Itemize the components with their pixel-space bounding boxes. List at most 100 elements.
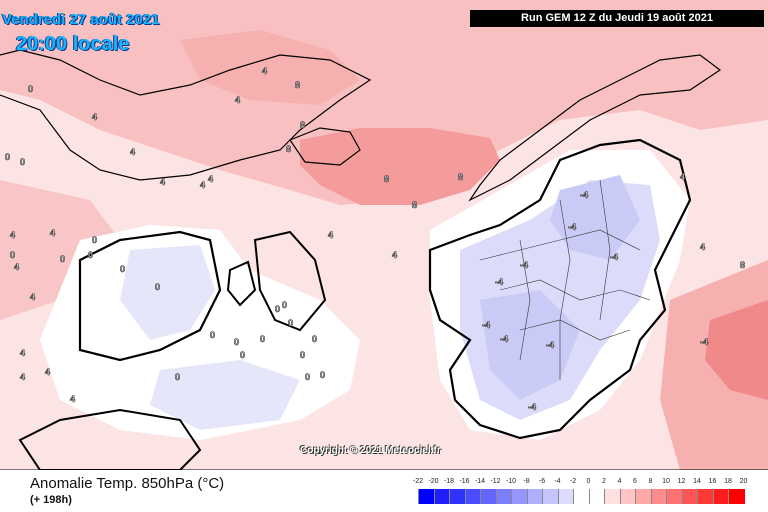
contour-value-label: -4 — [482, 320, 490, 330]
legend-swatch — [666, 489, 683, 504]
contour-value-label: 0 — [20, 157, 25, 167]
cool-zone-europe-core — [480, 175, 640, 400]
legend-swatch — [588, 489, 605, 504]
legend-label: 8 — [648, 478, 653, 485]
contour-value-label: 4 — [392, 250, 397, 260]
contour-value-label: 0 — [92, 235, 97, 245]
contour-value-label: 0 — [305, 372, 310, 382]
contour-value-label: -4 — [528, 402, 536, 412]
coastline-ireland — [226, 260, 257, 307]
contour-value-label: -4 — [546, 340, 554, 350]
legend-swatch — [480, 489, 497, 504]
contour-value-label: 8 — [412, 200, 417, 210]
legend-label: -14 — [474, 478, 486, 485]
legend-swatch — [464, 489, 481, 504]
legend-swatch — [526, 489, 543, 504]
contour-value-label: 0 — [320, 370, 325, 380]
contour-value-label: 0 — [10, 250, 15, 260]
contour-value-label: 4 — [160, 177, 165, 187]
legend-label: 16 — [708, 478, 717, 485]
coastline-british-isles — [253, 230, 327, 332]
contour-value-label: 0 — [175, 372, 180, 382]
contour-value-label: 4 — [328, 230, 333, 240]
legend-swatch — [712, 489, 729, 504]
contour-value-label: 4 — [30, 292, 35, 302]
legend-label: -10 — [505, 478, 517, 485]
warm-zone-core — [300, 128, 500, 205]
contour-value-label: 0 — [260, 334, 265, 344]
contour-value-label: 4 — [14, 262, 19, 272]
contour-value-label: 0 — [155, 282, 160, 292]
borders-europe — [479, 179, 651, 380]
contour-value-label: 0 — [288, 318, 293, 328]
legend-label: 6 — [633, 478, 637, 485]
warm-zone-greenland — [180, 30, 360, 105]
legend-swatch — [681, 489, 698, 504]
legend-swatch — [449, 489, 466, 504]
map-title: Anomalie Temp. 850hPa (°C) — [30, 475, 225, 492]
legend-swatch — [604, 489, 621, 504]
warm-zone-west — [0, 180, 120, 320]
contour-value-label: -4 — [610, 252, 618, 262]
forecast-time: 20:00 locale — [16, 33, 130, 55]
contour-value-label: 0 — [275, 304, 280, 314]
legend-label: 10 — [662, 478, 670, 485]
legend-label: -4 — [554, 478, 561, 485]
legend-swatch — [557, 489, 574, 504]
legend-swatch — [697, 489, 714, 504]
contour-value-label: 4 — [700, 242, 705, 252]
contour-value-label: 0 — [28, 84, 33, 94]
contour-value-label: 4 — [10, 230, 15, 240]
contour-value-label: 4 — [92, 112, 97, 122]
lead-time: (+ 198h) — [30, 494, 72, 506]
contour-value-label: 4 — [50, 228, 55, 238]
coastline-iceland — [289, 127, 361, 166]
contour-value-label: 4 — [208, 174, 213, 184]
contour-value-label: -4 — [700, 337, 708, 347]
forecast-date: Vendredi 27 août 2021 — [2, 11, 160, 28]
legend-label: 18 — [724, 478, 732, 485]
legend-label: 2 — [602, 478, 606, 485]
contour-value-label: 4 — [680, 172, 685, 182]
contour-value-label: 0 — [5, 152, 10, 162]
warm-zone-east-core — [705, 300, 768, 400]
legend-label: 20 — [739, 478, 748, 485]
cool-zone-atlantic-tint — [120, 245, 215, 340]
cool-zone-atlantic-south — [150, 360, 300, 430]
legend-label: -8 — [523, 478, 530, 485]
contour-value-label: 0 — [120, 264, 125, 274]
contour-value-label: 0 — [60, 254, 65, 264]
legend-swatch — [511, 489, 528, 504]
copyright-notice: Copyright © 2021 Meteociel.fr — [300, 445, 441, 456]
legend-label: 4 — [617, 478, 622, 485]
legend-swatch — [495, 489, 512, 504]
legend-swatch — [619, 489, 636, 504]
legend-swatch — [650, 489, 667, 504]
contour-value-label: -4 — [500, 334, 508, 344]
contour-value-label: 4 — [70, 394, 75, 404]
contour-value-label: 0 — [240, 350, 245, 360]
legend-swatch — [635, 489, 652, 504]
legend-label: -12 — [490, 478, 501, 485]
contour-value-label: 8 — [458, 172, 463, 182]
coastline-scandinavia — [468, 54, 722, 202]
contour-value-label: 0 — [210, 330, 215, 340]
contour-value-label: -4 — [580, 190, 588, 200]
contour-value-label: 8 — [384, 174, 389, 184]
legend-swatch — [573, 489, 590, 504]
contour-value-label: 4 — [200, 180, 205, 190]
coastline-europe — [428, 138, 692, 440]
contour-value-label: 0 — [234, 337, 239, 347]
contour-value-label: 8 — [740, 260, 745, 270]
legend-label: -2 — [569, 478, 577, 485]
contour-value-label: 0 — [282, 300, 287, 310]
contour-value-label: 8 — [295, 80, 300, 90]
contour-value-label: 4 — [235, 95, 240, 105]
contour-value-label: 0 — [300, 350, 305, 360]
coastline-canada — [78, 230, 222, 362]
contour-value-label: 4 — [20, 372, 25, 382]
contour-value-label: 4 — [130, 147, 135, 157]
contour-value-label: -4 — [520, 260, 528, 270]
contour-value-label: 4 — [20, 348, 25, 358]
